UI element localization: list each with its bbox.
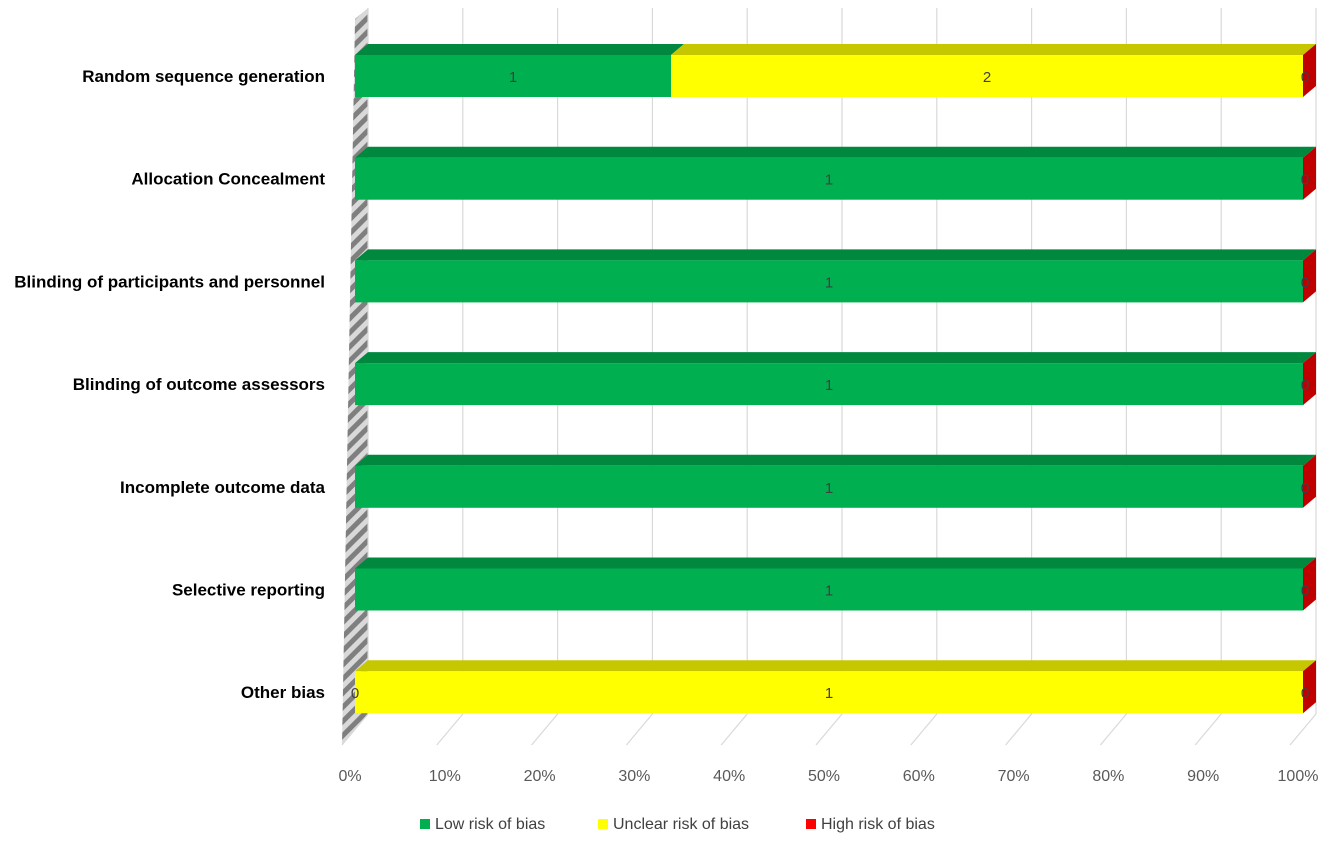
x-tick-label: 10% [429, 768, 461, 785]
data-label: 1 [825, 377, 833, 394]
data-label: 0 [1301, 583, 1309, 600]
bar-end-cap-blinding-of-participants-and-personnel [1303, 249, 1316, 303]
floor-gridline [1005, 713, 1033, 746]
bar-low-risk-of-bias-blinding-of-outcome-assessors [355, 363, 1303, 406]
floor-gridline [625, 713, 653, 746]
x-tick-label: 0% [338, 768, 361, 785]
bar-series [355, 44, 1316, 714]
legend-swatch [420, 819, 430, 829]
x-tick-label: 70% [998, 768, 1030, 785]
category-label: Incomplete outcome data [120, 478, 326, 497]
bar-low-risk-of-bias-allocation-concealment [355, 157, 1303, 200]
bar-end-cap-other-bias [1303, 660, 1316, 714]
floor-gridline [531, 713, 559, 746]
floor-gridline [1194, 713, 1222, 746]
legend-item-unclear-risk-of-bias: Unclear risk of bias [598, 816, 749, 833]
data-labels: 1 2 01 001 001 001 001 000 1 0 [351, 69, 1309, 702]
x-tick-label: 100% [1278, 768, 1319, 785]
floor-gridline [1099, 713, 1127, 746]
x-tick-label: 90% [1187, 768, 1219, 785]
floor-gridline [436, 713, 464, 746]
data-label: 1 [825, 274, 833, 291]
legend-label: Low risk of bias [435, 816, 545, 833]
data-label: 0 [1301, 583, 1309, 600]
category-label: Blinding of participants and personnel [14, 272, 325, 291]
data-label: 0 [1301, 377, 1309, 394]
data-label: 0 [1301, 172, 1309, 189]
category-label: Allocation Concealment [131, 170, 325, 189]
data-label: 0 [1301, 685, 1309, 702]
category-label: Selective reporting [172, 581, 325, 600]
x-tick-label: 40% [713, 768, 745, 785]
bar-unclear-risk-of-bias-random-sequence-generation-top [671, 44, 1316, 55]
data-label: 0 [1301, 480, 1309, 497]
bar-low-risk-of-bias-blinding-of-outcome-assessors-top [355, 352, 1316, 364]
bar-low-risk-of-bias-selective-reporting [355, 568, 1303, 611]
bar-unclear-risk-of-bias-other-bias-top [355, 660, 1316, 672]
bar-end-cap-allocation-concealment [1303, 146, 1316, 200]
data-label: 1 [825, 685, 833, 702]
x-tick-label: 30% [618, 768, 650, 785]
bar-end-cap-random-sequence-generation [1303, 44, 1316, 97]
category-label: Other bias [241, 683, 325, 702]
data-label: 0 [1301, 480, 1309, 497]
data-label: 1 [509, 69, 517, 86]
floor-gridline [341, 713, 369, 746]
data-label: 1 [825, 480, 833, 497]
legend-label: High risk of bias [821, 816, 935, 833]
x-tick-labels: 0% 10% 20% 30% 40% 50% 60% 70% 80% 90% 100% [338, 768, 1318, 785]
legend-label: Unclear risk of bias [613, 816, 749, 833]
floor-gridline [910, 713, 938, 746]
bar-low-risk-of-bias-blinding-of-participants-and-personnel [355, 260, 1303, 303]
data-label: 0 [1301, 377, 1309, 394]
floor-gridline [815, 713, 843, 746]
category-label: Blinding of outcome assessors [73, 375, 325, 394]
bar-end-cap-incomplete-outcome-data [1303, 454, 1316, 508]
legend-swatch [598, 819, 608, 829]
x-tick-label: 60% [903, 768, 935, 785]
floor-gridline [1289, 713, 1317, 746]
data-label: 1 [825, 172, 833, 189]
bar-low-risk-of-bias-incomplete-outcome-data [355, 465, 1303, 508]
x-tick-label: 50% [808, 768, 840, 785]
bar-low-risk-of-bias-incomplete-outcome-data-top [355, 454, 1316, 466]
data-label: 2 [983, 69, 991, 86]
bar-end-cap-blinding-of-outcome-assessors [1303, 352, 1316, 406]
x-tick-label: 20% [524, 768, 556, 785]
legend-item-low-risk-of-bias: Low risk of bias [420, 816, 545, 833]
legend: Low risk of bias Unclear risk of bias High… [420, 816, 935, 833]
bar-unclear-risk-of-bias-other-bias [355, 671, 1303, 714]
data-label: 0 [1301, 274, 1309, 291]
bar-end-cap-selective-reporting [1303, 557, 1316, 611]
bar-unclear-risk-of-bias-random-sequence-generation [671, 55, 1303, 97]
data-label: 0 [351, 685, 359, 702]
data-label: 0 [1301, 172, 1309, 189]
bar-low-risk-of-bias-random-sequence-generation-top [355, 44, 684, 55]
legend-swatch [806, 819, 816, 829]
legend-item-high-risk-of-bias: High risk of bias [806, 816, 935, 833]
category-labels: Random sequence generation Allocation Con… [14, 67, 325, 702]
bar-low-risk-of-bias-blinding-of-participants-and-personnel-top [355, 249, 1316, 261]
data-label: 0 [1301, 274, 1309, 291]
floor-gridline [720, 713, 748, 746]
x-tick-label: 80% [1092, 768, 1124, 785]
data-label: 0 [1301, 69, 1309, 86]
category-label: Random sequence generation [82, 67, 325, 86]
bar-low-risk-of-bias-allocation-concealment-top [355, 146, 1316, 158]
data-label: 1 [825, 583, 833, 600]
bar-low-risk-of-bias-selective-reporting-top [355, 557, 1316, 569]
bar-low-risk-of-bias-random-sequence-generation [355, 55, 671, 97]
